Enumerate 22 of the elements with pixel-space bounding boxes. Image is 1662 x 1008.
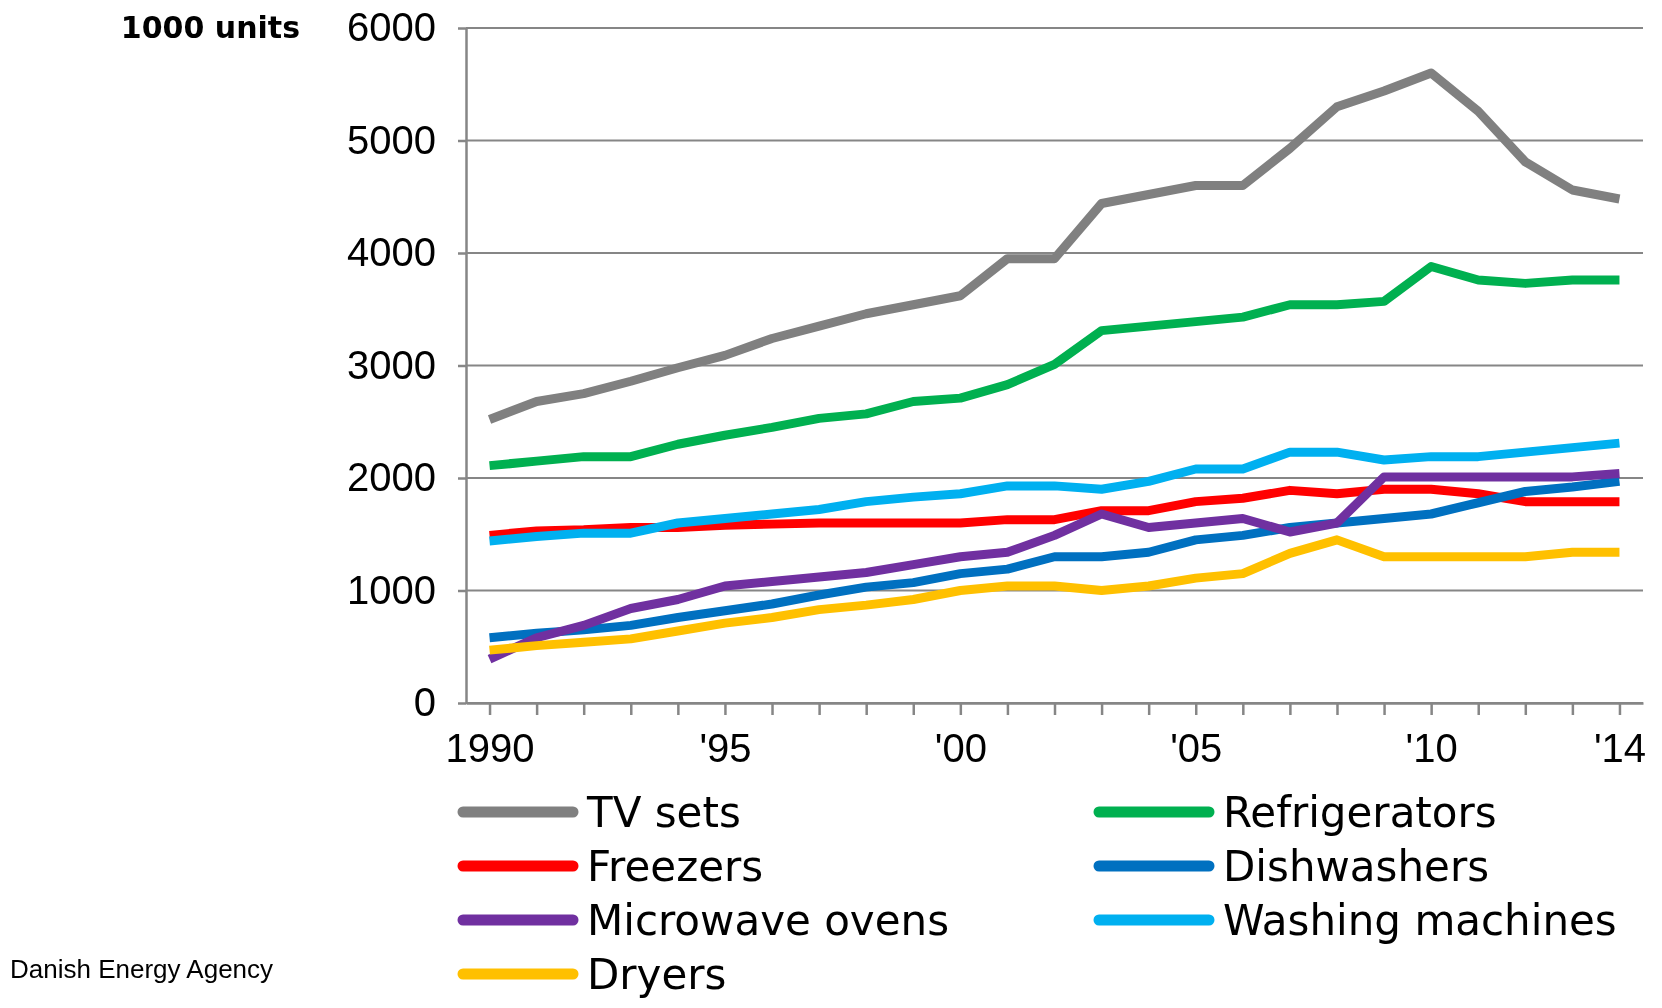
y-axis-title: 1000 units <box>120 10 300 45</box>
y-tick-label: 1000 <box>347 567 436 612</box>
y-tick-label: 2000 <box>347 455 436 500</box>
y-tick-label: 0 <box>413 680 436 725</box>
legend-label: Refrigerators <box>1223 788 1497 837</box>
legend-label: Dishwashers <box>1223 842 1490 891</box>
legend-label: Washing machines <box>1223 896 1617 945</box>
legend-label: Microwave ovens <box>587 896 950 945</box>
x-tick-label: '00 <box>934 726 987 770</box>
x-tick-label: '95 <box>699 726 752 770</box>
y-tick-label: 6000 <box>347 5 436 50</box>
y-tick-label: 3000 <box>347 342 436 387</box>
x-tick-label: '14 <box>1593 726 1647 770</box>
x-tick-label: '05 <box>1170 726 1223 770</box>
text: Danish Energy Agency <box>10 954 274 984</box>
x-tick-label: 1990 <box>445 726 535 770</box>
x-tick-label: '10 <box>1405 726 1458 770</box>
legend-label: Dryers <box>587 950 727 999</box>
legend-label: Freezers <box>587 842 764 891</box>
y-tick-label: 4000 <box>347 230 436 275</box>
legend-label: TV sets <box>586 788 741 837</box>
y-tick-label: 5000 <box>347 117 436 162</box>
